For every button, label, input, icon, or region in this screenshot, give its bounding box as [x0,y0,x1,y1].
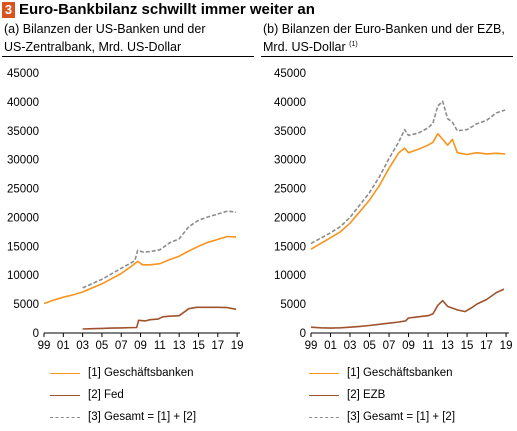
y-tick-label: 30000 [7,155,39,167]
figure-title-text: Euro-Bankbilanz schwillt immer weiter an [19,1,315,18]
legend-swatch [309,416,339,418]
x-tick-label: 13 [173,340,186,352]
panel-b-subtitle-line2: Mrd. US-Dollar [263,40,346,55]
x-tick-label: 17 [211,340,224,352]
panel-a-subtitle-line1: (a) Bilanzen der US-Banken und der [4,22,206,36]
panel-b-subtitle-line1: (b) Bilanzen der Euro-Banken und der EZB… [263,22,505,36]
y-tick-label: 45000 [274,68,306,80]
legend-swatch [309,372,339,374]
panel-b-subtitle: (b) Bilanzen der Euro-Banken und der EZB… [263,22,515,55]
legend-swatch [50,372,80,374]
y-tick-label: 40000 [274,97,306,109]
series-line-2 [82,306,237,330]
legend-label: [1] Geschäftsbanken [347,367,453,379]
y-tick-label: 45000 [7,68,39,80]
x-tick-label: 13 [441,340,454,352]
panel-b-footnote-marker: (1) [349,41,358,48]
legend-entry: [2] EZB [309,384,455,406]
x-tick-label: 09 [402,340,415,352]
y-tick-label: 10000 [274,270,306,282]
legend-entry: [2] Fed [50,384,196,406]
series-line-3 [310,100,506,245]
chart-us-banks: 0 5000 10000 15000 20000 25000 30000 35000 40000… [7,68,244,352]
legend-swatch [50,394,80,396]
x-tick-label: 09 [134,340,147,352]
y-tick-label: 0 [33,328,39,340]
panel-a-subtitle: (a) Bilanzen der US-Banken und der US-Ze… [4,22,256,55]
figure-title: 3 Euro-Bankbilanz schwillt immer weiter … [2,0,315,19]
legend-euro-banks: [1] Geschäftsbanken [2] EZB [3] Gesamt = [… [309,362,455,428]
x-tick-label: 01 [57,340,70,352]
y-tick-label: 25000 [7,184,39,196]
x-tick-label: 19 [500,340,513,352]
series-line-2 [310,288,505,329]
x-tick-label: 05 [96,340,109,352]
series-line-1 [310,132,506,250]
legend-entry: [3] Gesamt = [1] + [2] [50,406,196,428]
y-tick-label: 0 [300,328,306,340]
y-tick-label: 35000 [7,126,39,138]
x-tick-label: 11 [154,340,166,352]
legend-entry: [1] Geschäftsbanken [309,362,455,384]
panel-b-divider [261,56,513,57]
x-tick-label: 01 [324,340,337,352]
x-tick-label: 07 [115,340,128,352]
x-tick-label: 03 [76,340,89,352]
x-tick-label: 07 [383,340,396,352]
series-line-3 [82,210,237,289]
y-tick-label: 35000 [274,126,306,138]
x-tick-label: 15 [192,340,205,352]
legend-us-banks: [1] Geschäftsbanken [2] Fed [3] Gesamt = [… [50,362,196,428]
x-tick-label: 03 [344,340,357,352]
x-tick-label: 99 [305,340,318,352]
legend-label: [3] Gesamt = [1] + [2] [347,411,456,423]
y-tick-label: 20000 [274,212,306,224]
y-tick-label: 15000 [274,241,306,253]
x-tick-label: 19 [231,340,244,352]
panel-euro-banks: (b) Bilanzen der Euro-Banken und der EZB… [259,0,517,431]
chart-euro-banks: 0 5000 10000 15000 20000 25000 30000 35000 40000… [274,68,513,352]
legend-label: [2] Fed [88,389,124,401]
legend-entry: [1] Geschäftsbanken [50,362,196,384]
legend-label: [2] EZB [347,389,386,401]
panel-a-subtitle-line2: US-Zentralbank, Mrd. US-Dollar [4,40,182,55]
series-line-1 [43,235,237,305]
y-tick-label: 5000 [280,299,306,311]
legend-label: [3] Gesamt = [1] + [2] [88,411,197,423]
y-tick-label: 10000 [7,270,39,282]
x-tick-label: 05 [363,340,376,352]
y-tick-label: 5000 [13,299,39,311]
legend-swatch [50,416,80,418]
panel-a-divider [2,56,254,57]
y-tick-label: 25000 [274,184,306,196]
y-tick-label: 20000 [7,212,39,224]
legend-label: [1] Geschäftsbanken [88,367,194,379]
x-tick-label: 17 [480,340,493,352]
legend-entry: [3] Gesamt = [1] + [2] [309,406,455,428]
y-tick-label: 30000 [274,155,306,167]
panel-us-banks: (a) Bilanzen der US-Banken und der US-Ze… [0,0,258,431]
legend-swatch [309,394,339,396]
x-tick-label: 15 [461,340,474,352]
x-tick-label: 11 [422,340,434,352]
y-tick-label: 15000 [7,241,39,253]
y-tick-label: 40000 [7,97,39,109]
figure-number-badge: 3 [2,1,15,18]
x-tick-label: 99 [38,340,51,352]
